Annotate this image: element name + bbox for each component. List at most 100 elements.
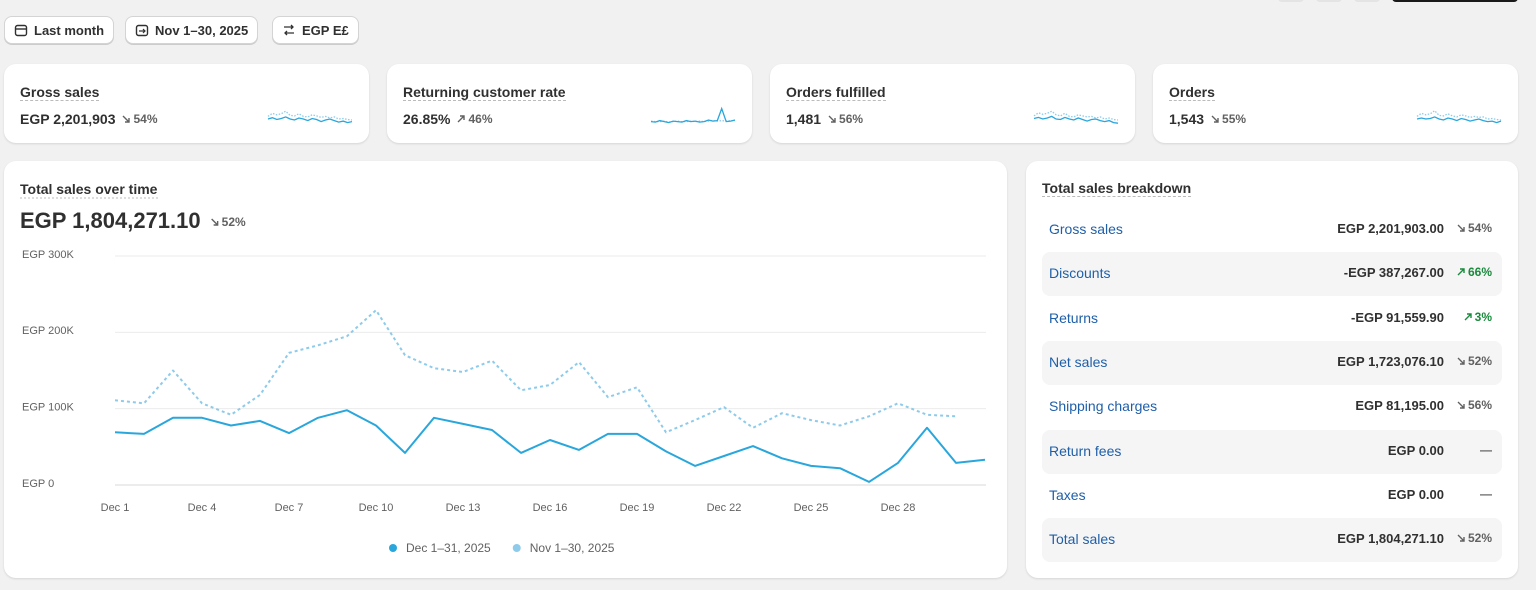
legend: Dec 1–31, 2025 Nov 1–30, 2025 [389,541,615,555]
sparkline [267,110,353,124]
change: 66% [1448,265,1492,279]
currency-button[interactable]: EGP E£ [272,16,359,44]
sparkline [650,106,736,124]
chart-change: 52% [211,215,246,229]
sparkline-previous [1033,110,1119,121]
breakdown-value: EGP 0.00 [1387,442,1444,458]
trend-arrow [1211,115,1219,123]
breakdown-label[interactable]: Discounts [1049,265,1111,282]
kpi-value: 1,543 55% [1169,111,1246,127]
change: 52% [1448,354,1492,368]
change-text: 52% [1467,353,1492,368]
legend-swatch [512,544,521,552]
kpi-label: Gross sales [20,84,100,101]
sparkline-current [650,106,736,124]
breakdown-row: Shipping charges EGP 81,195.00 56% [1042,385,1502,429]
arrow-path [457,115,466,123]
breakdown-card: Total sales breakdown Gross sales EGP 2,2… [1026,161,1518,578]
breakdown-label[interactable]: Gross sales [1049,221,1123,237]
kpi-value: EGP 2,201,903 54% [20,111,158,127]
breakdown-label[interactable]: Net sales [1049,353,1108,370]
trend-arrow [1457,357,1465,365]
breakdown-row: Gross sales EGP 2,201,903.00 54% [1042,208,1502,252]
compare-button[interactable]: Nov 1–30, 2025 [125,16,259,44]
x-tick-label: Dec 22 [707,502,742,514]
sparkline-current [1033,115,1119,124]
breakdown-label[interactable]: Return fees [1049,442,1122,459]
compare-icon [135,24,149,37]
trend-arrow [1457,401,1465,409]
line-chart: Total sales over time EGP 1,804,271.10 5… [20,181,986,555]
arrow-path [1464,312,1472,321]
breakdown-label[interactable]: Total sales [1049,531,1116,548]
arrow-path [1457,534,1465,542]
x-tick-label: Dec 25 [794,502,829,514]
change-text: 54% [133,112,158,126]
trend-arrow [828,115,836,123]
legend-label: Nov 1–30, 2025 [530,541,615,555]
x-tick-label: Dec 4 [188,502,217,514]
breakdown-label[interactable]: Returns [1049,309,1099,326]
sales-chart-card: Total sales over time EGP 1,804,271.10 5… [4,161,1007,578]
toolbar-button[interactable] [1278,0,1304,2]
change-text: 55% [1222,112,1247,126]
chart-total: EGP 1,804,271.10 [20,208,201,233]
y-tick-label: EGP 0 [22,478,54,490]
change-text: 3% [1474,309,1492,324]
currency-icon [284,24,294,36]
kpi-card: Orders 1,543 55% [1153,64,1518,143]
change: 56% [1448,398,1492,412]
breakdown-row: Total sales EGP 1,804,271.10 52% [1042,518,1502,563]
series-line [114,309,957,434]
kpi-card: Gross sales EGP 2,201,903 54% [4,64,369,143]
change: 3% [1448,310,1492,324]
x-tick-label: Dec 7 [275,502,304,514]
breakdown-value: EGP 81,195.00 [1355,398,1444,414]
breakdown-row: Returns -EGP 91,559.90 3% [1042,297,1502,341]
trend-arrow [211,218,219,226]
breakdown-label[interactable]: Shipping charges [1049,398,1158,415]
toolbar-button[interactable] [1316,0,1342,2]
trend-arrow [122,115,131,123]
kpi-card: Returning customer rate 26.85% 46% [387,64,752,143]
change-text: 66% [1467,265,1492,280]
change-text: 52% [1467,531,1492,546]
toolbar-button[interactable] [1354,0,1380,2]
breakdown-value: EGP 1,723,076.10 [1337,353,1444,369]
change-text: — [1480,486,1492,501]
arrow-path [1457,401,1465,409]
sparkline-current [1416,116,1502,124]
arrow-path [1457,224,1465,232]
change-text: 46% [468,112,493,126]
breakdown-row: Discounts -EGP 387,267.00 66% [1042,252,1502,297]
sparkline-current [267,116,353,124]
arrow-path [1457,357,1465,365]
x-tick-label: Dec 16 [533,502,568,514]
change: 54% [121,112,158,126]
y-tick-label: EGP 200K [22,325,74,337]
breakdown-row: Return fees EGP 0.00 — [1042,429,1502,474]
kpi-label: Returning customer rate [403,84,566,101]
trend-arrow [1457,224,1465,232]
kpi-label: Orders [1169,84,1215,101]
kpi-label: Orders fulfilled [786,84,886,101]
breakdown-row: Taxes EGP 0.00 — [1042,474,1502,518]
arrow-path [1211,115,1219,123]
arrow-path [828,115,836,123]
button-label: EGP E£ [302,22,349,38]
change: 46% [456,112,493,126]
change: — [1448,443,1492,457]
primary-button[interactable] [1392,0,1518,2]
date-range-button[interactable]: Last month [4,16,115,44]
arrow-path [1457,268,1465,276]
change: — [1448,487,1492,501]
trend-arrow [1457,534,1465,542]
kpi-number: EGP 2,201,903 [20,111,116,127]
x-tick-label: Dec 19 [620,502,655,514]
kpi-value: 26.85% 46% [403,111,493,127]
button-label: Last month [34,22,105,38]
kpi-card: Orders fulfilled 1,481 56% [770,64,1135,143]
breakdown-value: -EGP 91,559.90 [1351,309,1444,325]
breakdown-label[interactable]: Taxes [1049,486,1086,503]
